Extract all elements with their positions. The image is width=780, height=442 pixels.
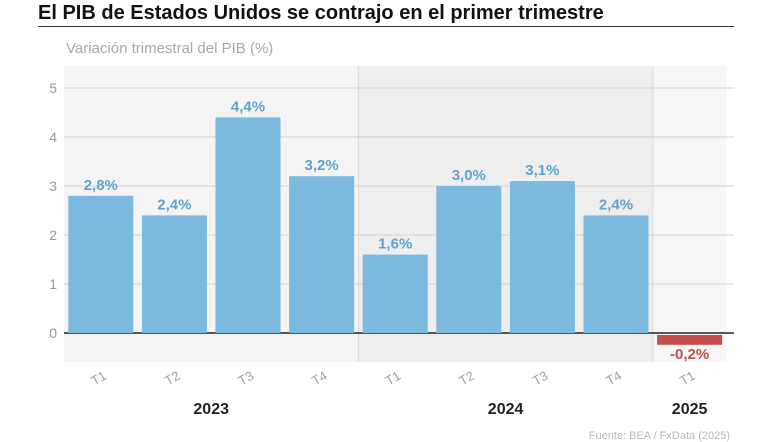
x-tick-label: T4 xyxy=(603,368,624,389)
bar xyxy=(436,186,502,333)
bar xyxy=(141,215,207,333)
x-tick-label: T1 xyxy=(677,368,698,389)
year-label: 2023 xyxy=(193,401,229,418)
y-tick-label: 4 xyxy=(49,129,57,145)
y-tick-label: 1 xyxy=(49,276,57,292)
data-label: 1,6% xyxy=(378,236,412,253)
year-label: 2025 xyxy=(672,401,708,418)
x-tick-label: T2 xyxy=(456,368,477,389)
data-label: 3,2% xyxy=(304,157,338,174)
x-tick-label: T3 xyxy=(530,368,551,389)
bar xyxy=(68,195,134,333)
data-label: 3,1% xyxy=(525,162,559,179)
source-note: Fuente: BEA / FxData (2025) xyxy=(588,430,730,442)
title-divider xyxy=(38,26,734,27)
year-label: 2024 xyxy=(488,401,524,418)
x-tick-label: T1 xyxy=(383,368,404,389)
data-label: 3,0% xyxy=(452,167,486,184)
group-background xyxy=(652,66,727,362)
bar xyxy=(657,335,723,345)
bar xyxy=(289,176,355,333)
y-tick-label: 5 xyxy=(49,80,57,96)
y-tick-label: 3 xyxy=(49,178,57,194)
x-tick-label: T3 xyxy=(235,368,256,389)
chart-title: El PIB de Estados Unidos se contrajo en … xyxy=(38,2,604,24)
y-tick-label: 0 xyxy=(49,325,57,341)
bar xyxy=(362,254,428,333)
x-tick-label: T2 xyxy=(162,368,183,389)
data-label: 4,4% xyxy=(231,98,265,115)
bar xyxy=(583,215,649,333)
x-tick-label: T1 xyxy=(88,368,109,389)
y-tick-label: 2 xyxy=(49,227,57,243)
x-tick-label: T4 xyxy=(309,368,330,389)
bar xyxy=(509,181,575,333)
data-label: -0,2% xyxy=(670,346,709,363)
chart-subtitle: Variación trimestral del PIB (%) xyxy=(66,40,274,57)
data-label: 2,8% xyxy=(84,177,118,194)
data-label: 2,4% xyxy=(599,196,633,213)
data-label: 2,4% xyxy=(157,196,191,213)
bar xyxy=(215,117,281,334)
